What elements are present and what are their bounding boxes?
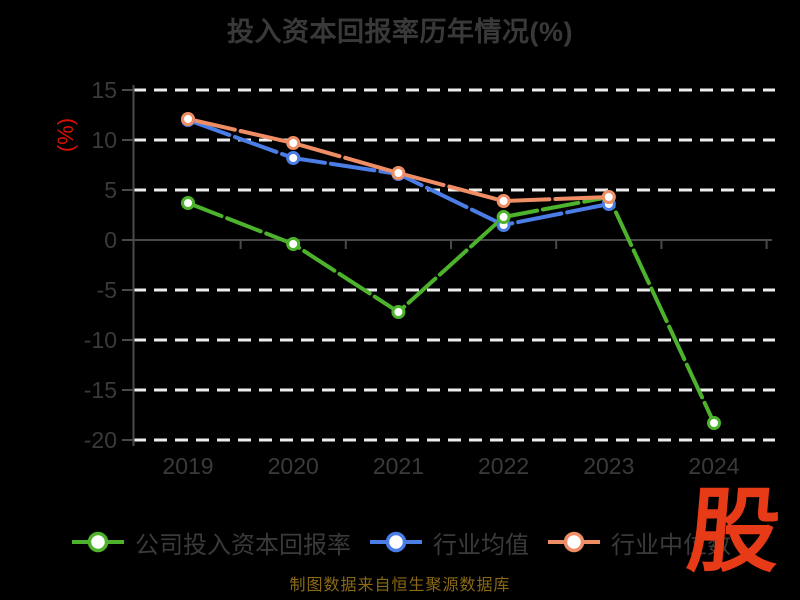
chart-legend: 公司投入资本回报率 行业均值 行业中位数 (0, 524, 800, 560)
legend-label: 行业均值 (433, 531, 529, 559)
y-tick-label: -20 (84, 427, 117, 453)
data-point-series0-2024 (707, 416, 721, 430)
data-point-series2-2023 (601, 190, 616, 204)
legend-marker-icon (548, 531, 600, 553)
legend-label: 公司投入资本回报率 (135, 531, 351, 559)
x-tick-label: 2023 (583, 453, 634, 479)
x-tick-label: 2019 (162, 453, 213, 479)
data-point-series2-2020 (286, 136, 301, 150)
data-point-series0-2019 (181, 196, 195, 210)
y-tick-label: 15 (91, 77, 117, 103)
y-tick-label: 10 (91, 127, 117, 153)
data-point-series1-2020 (286, 151, 301, 165)
series-line-0 (186, 194, 716, 425)
x-tick-label: 2020 (268, 453, 319, 479)
legend-item-0: 公司投入资本回报率 (70, 524, 351, 560)
y-tick-label: -15 (84, 377, 117, 403)
legend-marker-icon (370, 531, 422, 553)
data-point-series0-2020 (286, 237, 301, 251)
data-source-footnote: 制图数据来自恒生聚源数据库 (289, 577, 511, 594)
data-point-series2-2021 (391, 166, 406, 180)
series-line-2 (186, 117, 611, 204)
legend-label: 行业中位数 (611, 531, 731, 559)
data-point-series0-2022 (496, 210, 511, 224)
y-axis-unit-label: (%) (53, 118, 78, 152)
x-tick-label: 2022 (478, 453, 529, 479)
data-point-series2-2022 (496, 194, 511, 208)
y-tick-label: -10 (84, 327, 117, 353)
x-tick-label: 2024 (688, 453, 739, 479)
stock-watermark-logo: 股 (683, 478, 785, 585)
legend-marker-icon (72, 531, 124, 553)
y-tick-label: -5 (97, 277, 117, 303)
legend-item-2: 行业中位数 (546, 524, 731, 560)
chart-title: 投入资本回报率历年情况(%) (227, 17, 573, 47)
y-tick-label: 0 (104, 227, 117, 253)
y-tick-label: 5 (104, 177, 117, 203)
x-tick-label: 2021 (373, 453, 424, 479)
data-point-series0-2021 (391, 305, 406, 319)
data-point-series2-2019 (181, 112, 195, 126)
legend-item-1: 行业均值 (368, 524, 529, 560)
